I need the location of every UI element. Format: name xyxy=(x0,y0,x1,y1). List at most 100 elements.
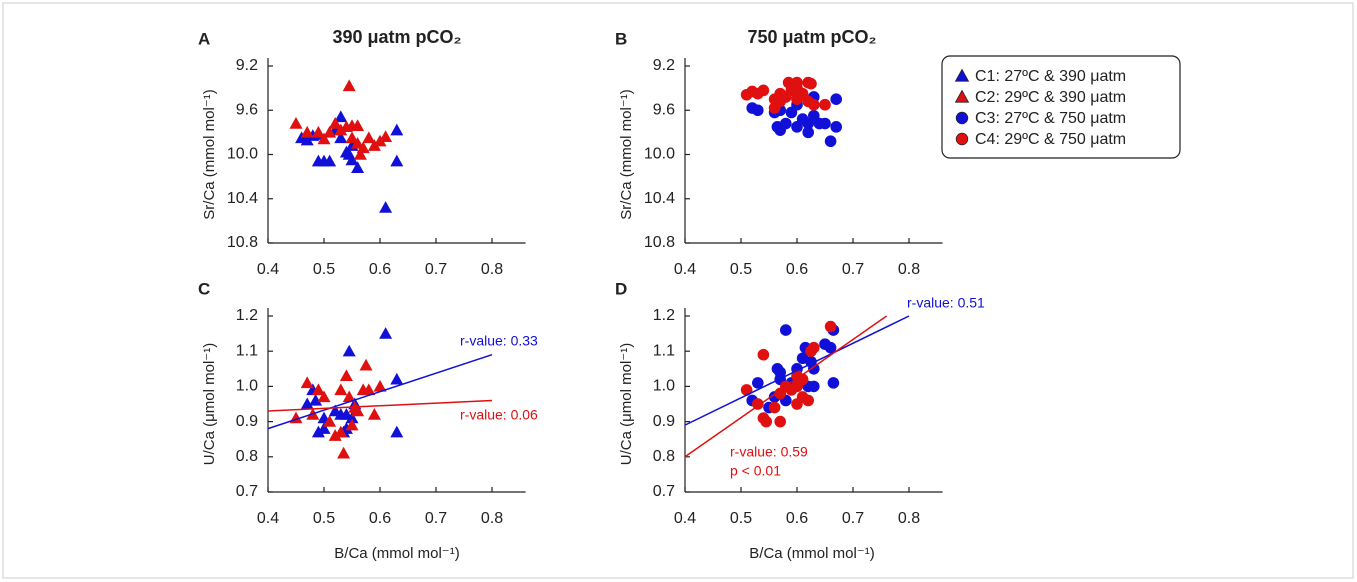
triangle-marker xyxy=(373,379,387,392)
triangle-marker xyxy=(362,131,376,144)
circle-marker xyxy=(760,415,772,428)
x-tick-label: 0.4 xyxy=(257,261,279,278)
triangle-marker xyxy=(342,344,356,357)
y-tick-label: 0.8 xyxy=(653,448,675,465)
triangle-marker xyxy=(311,425,325,438)
y-tick-label: 10.0 xyxy=(227,146,258,163)
triangle-marker xyxy=(300,376,314,389)
circle-marker xyxy=(768,401,781,414)
triangle-marker xyxy=(323,125,337,138)
x-tick-label: 0.8 xyxy=(481,261,503,278)
x-tick-label: 0.6 xyxy=(369,261,391,278)
triangle-marker xyxy=(351,119,365,131)
y-tick-label: 10.8 xyxy=(644,234,675,251)
y-tick-label: 10.8 xyxy=(227,234,258,251)
x-tick-label: 0.6 xyxy=(786,510,808,527)
circle-marker xyxy=(808,341,820,354)
x-axis-label: B/Ca (mmol mol⁻¹) xyxy=(749,545,874,562)
circle-marker xyxy=(824,135,837,148)
circle-marker xyxy=(752,377,764,389)
triangle-marker xyxy=(334,425,348,438)
y-axis-label: Sr/Ca (mmol mol⁻¹) xyxy=(618,89,635,219)
circle-marker xyxy=(774,387,786,400)
y-tick-label: 9.2 xyxy=(653,57,675,74)
triangle-marker xyxy=(362,383,376,396)
circle-marker xyxy=(802,126,814,139)
triangle-marker xyxy=(317,132,331,145)
circle-marker xyxy=(791,82,803,94)
circle-marker xyxy=(830,93,842,105)
y-axis-label: U/Ca (μmol mol⁻¹) xyxy=(618,343,635,465)
panel-title: 390 μatm pCO₂ xyxy=(332,27,461,47)
y-tick-label: 1.1 xyxy=(653,342,675,359)
triangle-marker xyxy=(323,154,337,167)
triangle-marker xyxy=(379,130,393,142)
triangle-marker xyxy=(342,390,356,403)
y-tick-label: 1.2 xyxy=(236,307,258,324)
triangle-marker xyxy=(334,131,348,144)
legend-label: C2: 29ºC & 390 μatm xyxy=(975,89,1126,106)
triangle-marker xyxy=(351,161,365,173)
circle-marker xyxy=(757,348,770,361)
circle-marker xyxy=(780,324,792,336)
circle-marker xyxy=(955,132,969,146)
circle-marker xyxy=(774,95,786,108)
x-tick-label: 0.8 xyxy=(898,261,920,278)
circle-marker xyxy=(824,341,837,354)
triangle-marker xyxy=(311,125,325,138)
triangle-marker xyxy=(353,148,367,160)
circle-marker xyxy=(824,320,837,333)
triangle-marker xyxy=(390,123,404,136)
annotation: r-value: 0.51 xyxy=(907,295,985,311)
x-tick-label: 0.6 xyxy=(786,261,808,278)
triangle-marker xyxy=(309,393,323,406)
triangle-marker xyxy=(317,422,331,434)
y-tick-label: 10.4 xyxy=(227,190,258,207)
x-tick-label: 0.7 xyxy=(842,261,864,278)
triangle-marker xyxy=(328,117,342,129)
panel-label: C xyxy=(198,279,210,298)
x-tick-label: 0.8 xyxy=(481,510,503,527)
y-tick-label: 10.0 xyxy=(644,146,675,163)
triangle-marker xyxy=(359,358,373,371)
y-tick-label: 9.2 xyxy=(236,57,258,74)
panel-label: A xyxy=(198,29,210,48)
triangle-marker xyxy=(339,369,353,382)
triangle-marker xyxy=(300,397,314,410)
triangle-marker xyxy=(334,110,348,123)
triangle-marker xyxy=(390,425,404,438)
triangle-marker xyxy=(345,411,359,424)
fit-line xyxy=(267,399,493,412)
x-tick-label: 0.5 xyxy=(730,261,752,278)
triangle-marker xyxy=(342,79,356,92)
triangle-marker xyxy=(334,123,348,136)
circle-marker xyxy=(791,380,803,393)
triangle-marker xyxy=(311,383,325,396)
triangle-marker xyxy=(390,154,404,167)
x-tick-label: 0.5 xyxy=(730,510,752,527)
y-tick-label: 1.2 xyxy=(653,307,675,324)
annotation: p < 0.01 xyxy=(730,463,781,479)
fit-line xyxy=(684,315,888,458)
triangle-marker xyxy=(328,429,342,441)
x-tick-label: 0.7 xyxy=(425,510,447,527)
x-tick-label: 0.4 xyxy=(674,261,696,278)
triangle-marker xyxy=(323,415,337,427)
y-tick-label: 1.0 xyxy=(236,378,258,395)
circle-marker xyxy=(830,121,842,133)
x-tick-label: 0.5 xyxy=(313,261,335,278)
annotation: r-value: 0.06 xyxy=(460,407,538,423)
x-tick-label: 0.8 xyxy=(898,510,920,527)
y-axis-label: Sr/Ca (mmol mol⁻¹) xyxy=(201,89,218,219)
panel-title: 750 μatm pCO₂ xyxy=(747,27,876,47)
y-tick-label: 9.6 xyxy=(236,101,258,118)
y-tick-label: 1.0 xyxy=(653,378,675,395)
x-tick-label: 0.4 xyxy=(674,510,696,527)
circle-marker xyxy=(808,380,820,393)
y-axis-label: U/Ca (μmol mol⁻¹) xyxy=(201,343,218,465)
circle-marker xyxy=(808,98,820,111)
y-tick-label: 0.9 xyxy=(236,413,258,430)
triangle-marker xyxy=(379,201,393,213)
circle-marker xyxy=(805,77,817,90)
